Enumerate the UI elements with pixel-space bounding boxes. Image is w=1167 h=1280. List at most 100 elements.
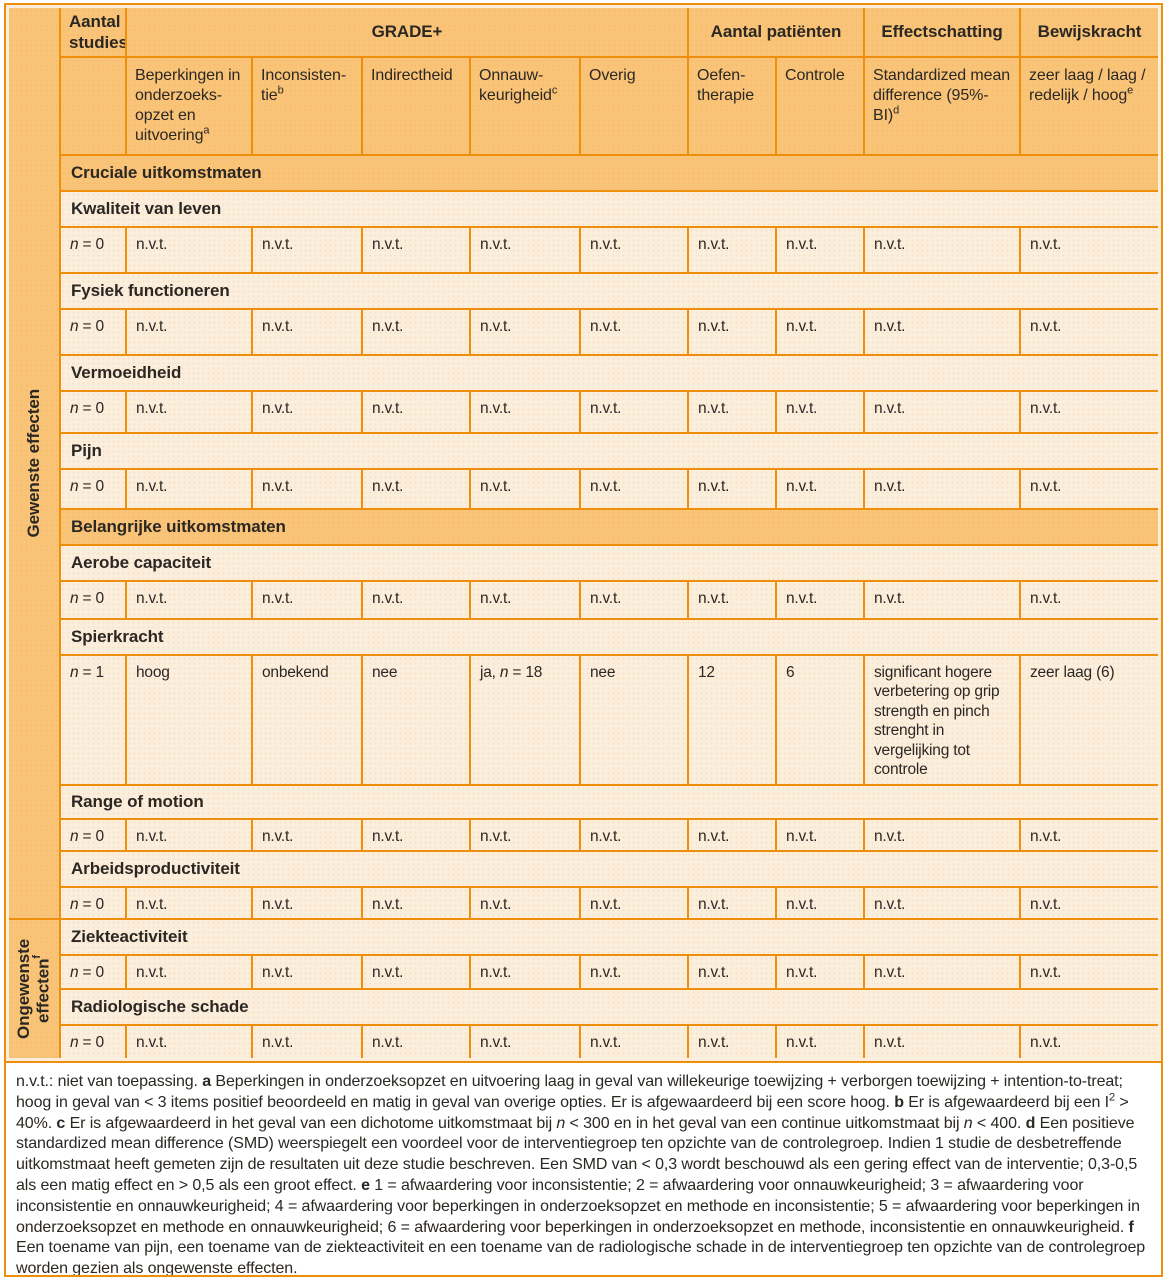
data-cell: n.v.t.: [689, 956, 775, 988]
data-cell: n.v.t.: [777, 392, 863, 432]
data-cell: significant hogere verbetering op grip s…: [865, 656, 1019, 784]
data-cell: n.v.t.: [253, 310, 361, 354]
data-cell: n.v.t.: [363, 392, 469, 432]
footnote-segment: d: [1025, 1114, 1036, 1132]
data-cell: n.v.t.: [1021, 1026, 1158, 1058]
header-empty-cell: [61, 58, 125, 154]
subheader-controle: Controle: [777, 58, 863, 154]
data-cell: n.v.t.: [1021, 310, 1158, 354]
data-cell: n.v.t.: [777, 1026, 863, 1058]
data-cell: n.v.t.: [127, 582, 251, 618]
footnote-segment: n: [963, 1114, 973, 1132]
data-cell: n.v.t.: [689, 310, 775, 354]
data-cell: n.v.t.: [777, 470, 863, 508]
footnote-segment: Beperkingen in onderzoeksopzet en uitvoe…: [16, 1073, 1123, 1111]
header-aantal-patienten-group: Aantal patiënten: [689, 8, 863, 56]
data-cell: n.v.t.: [253, 582, 361, 618]
data-cell: n.v.t.: [253, 888, 361, 918]
data-cell: n.v.t.: [689, 820, 775, 850]
data-cell: n.v.t.: [253, 392, 361, 432]
study-count-cell: n = 0: [61, 582, 125, 618]
header-grade-group: GRADE+: [127, 8, 687, 56]
footnote-segment: c: [56, 1114, 66, 1132]
data-cell: n.v.t.: [127, 228, 251, 272]
outcome-band: Range of motion: [61, 786, 1158, 818]
data-cell: n.v.t.: [127, 392, 251, 432]
footnote-segment: < 300 en in het geval van een continue u…: [565, 1114, 964, 1132]
outcome-band: Kwaliteit van leven: [61, 192, 1158, 226]
footnote-segment: 1 = afwaardering voor inconsistentie; 2 …: [16, 1176, 1140, 1236]
header-effectschatting-group: Effectschatting: [865, 8, 1019, 56]
side-label-text: Ongewenste effectenf: [14, 938, 53, 1040]
data-cell: n.v.t.: [127, 1026, 251, 1058]
data-cell: n.v.t.: [363, 310, 469, 354]
data-cell: n.v.t.: [865, 228, 1019, 272]
study-count-cell: n = 0: [61, 470, 125, 508]
data-cell: n.v.t.: [581, 820, 687, 850]
data-cell: n.v.t.: [689, 470, 775, 508]
side-label-text: Gewenste effecten: [24, 388, 44, 538]
subheader-onnauwkeurigheid: Onnauw-keurigheidc: [471, 58, 579, 154]
study-count-cell: n = 1: [61, 656, 125, 784]
data-cell: n.v.t.: [581, 310, 687, 354]
outcome-band: Aerobe capaciteit: [61, 546, 1158, 580]
data-cell: nee: [363, 656, 469, 784]
footnote-segment: Een positieve standardized mean differen…: [16, 1114, 1138, 1194]
data-cell: n.v.t.: [689, 392, 775, 432]
data-cell: n.v.t.: [865, 582, 1019, 618]
data-cell: n.v.t.: [865, 820, 1019, 850]
subheader-oefentherapie: Oefen-therapie: [689, 58, 775, 154]
data-cell: 6: [777, 656, 863, 784]
data-cell: n.v.t.: [689, 888, 775, 918]
data-cell: n.v.t.: [471, 582, 579, 618]
data-cell: n.v.t.: [127, 820, 251, 850]
data-cell: nee: [581, 656, 687, 784]
section-band: Belangrijke uitkomstmaten: [61, 510, 1158, 544]
data-cell: n.v.t.: [689, 228, 775, 272]
data-cell: n.v.t.: [127, 470, 251, 508]
data-cell: onbekend: [253, 656, 361, 784]
data-cell: n.v.t.: [689, 582, 775, 618]
subheader-overig: Overig: [581, 58, 687, 154]
data-cell: n.v.t.: [253, 228, 361, 272]
study-count-cell: n = 0: [61, 820, 125, 850]
study-count-cell: n = 0: [61, 1026, 125, 1058]
subheader-beperkingen: Beperkingen in onderzoeks-opzet en uitvo…: [127, 58, 251, 154]
data-cell: zeer laag (6): [1021, 656, 1158, 784]
footnote-segment: 2: [1109, 1091, 1116, 1104]
data-cell: n.v.t.: [581, 392, 687, 432]
study-count-cell: n = 0: [61, 956, 125, 988]
data-cell: n.v.t.: [777, 956, 863, 988]
data-cell: n.v.t.: [127, 310, 251, 354]
data-cell: n.v.t.: [253, 956, 361, 988]
data-cell: n.v.t.: [253, 820, 361, 850]
outcome-band: Spierkracht: [61, 620, 1158, 654]
data-cell: n.v.t.: [253, 1026, 361, 1058]
data-cell: n.v.t.: [1021, 956, 1158, 988]
footnote-segment: b: [894, 1093, 904, 1111]
side-label-gewenste-effecten: Gewenste effecten: [9, 8, 59, 918]
study-count-cell: n = 0: [61, 228, 125, 272]
footnote-segment: Een toename van pijn, een toename van de…: [16, 1239, 1146, 1275]
data-cell: n.v.t.: [1021, 820, 1158, 850]
study-count-cell: n = 0: [61, 888, 125, 918]
data-cell: n.v.t.: [363, 888, 469, 918]
data-cell: n.v.t.: [1021, 470, 1158, 508]
outcome-band: Pijn: [61, 434, 1158, 468]
data-cell: n.v.t.: [581, 582, 687, 618]
data-cell: n.v.t.: [865, 310, 1019, 354]
grade-evidence-table-figure: Gewenste effecten Ongewenste effectenf A…: [4, 3, 1163, 1277]
footnote: n.v.t.: niet van toepassing. a Beperking…: [6, 1061, 1161, 1275]
data-cell: n.v.t.: [127, 956, 251, 988]
data-cell: n.v.t.: [471, 888, 579, 918]
subheader-bewijskracht-schaal: zeer laag / laag / redelijk / hooge: [1021, 58, 1158, 154]
outcome-band: Fysiek functioneren: [61, 274, 1158, 308]
subheader-inconsistentie: Inconsisten-tieb: [253, 58, 361, 154]
header-bewijskracht-group: Bewijskracht: [1021, 8, 1158, 56]
data-cell: n.v.t.: [777, 582, 863, 618]
footnote-segment: < 400.: [972, 1114, 1026, 1132]
data-cell: n.v.t.: [865, 1026, 1019, 1058]
data-cell: n.v.t.: [363, 1026, 469, 1058]
data-cell: n.v.t.: [581, 1026, 687, 1058]
footnote-segment: n: [556, 1114, 566, 1132]
